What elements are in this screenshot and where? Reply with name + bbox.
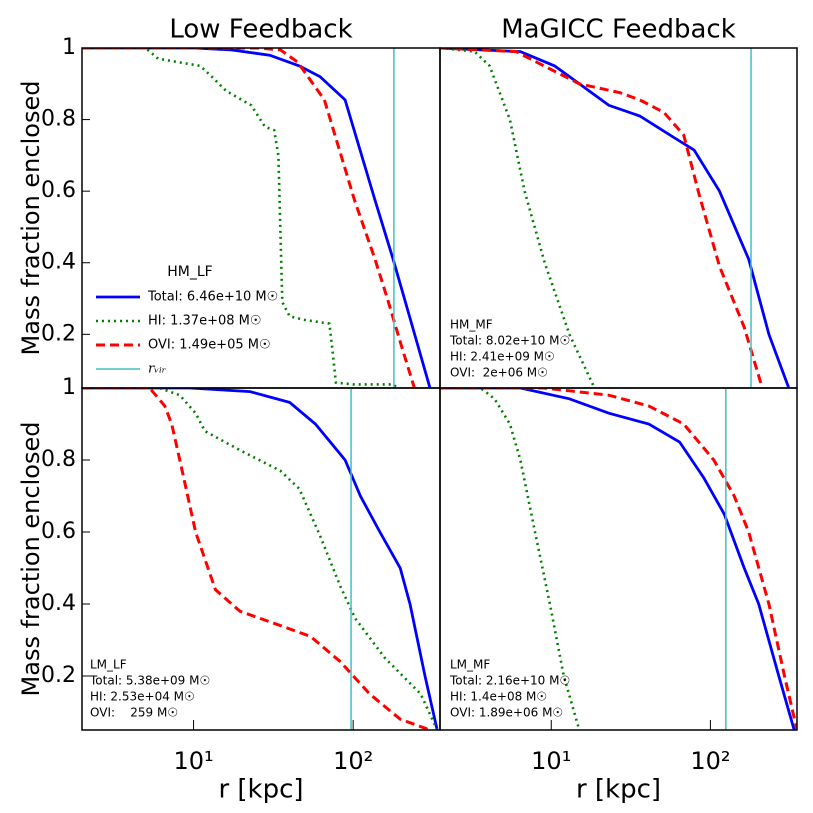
y-axis-label: Mass fraction enclosed: [17, 81, 45, 356]
legend-title: HM_LF: [167, 264, 212, 280]
legend-label: Total: 6.46e+10 M☉: [147, 290, 278, 305]
plot-area: [440, 388, 797, 730]
y-tick-label: 1: [62, 35, 76, 60]
x-tick-label: 10²: [333, 747, 373, 775]
series-line: [82, 48, 432, 388]
y-tick-label: 0.2: [41, 321, 76, 346]
panel-title: Low Feedback: [169, 15, 352, 45]
series-line: [82, 388, 439, 730]
legend-label: HI: 2.53e+04 M☉: [90, 690, 195, 704]
legend-label: OVI: 259 M☉: [90, 706, 178, 720]
y-tick-label: 1: [62, 375, 76, 400]
legend-title: LM_LF: [90, 658, 127, 672]
x-tick-label: 10¹: [531, 747, 571, 775]
series-line: [440, 48, 791, 388]
legend-label: Total: 8.02e+10 M☉: [449, 334, 570, 348]
series-line: [440, 388, 796, 730]
plot-area: [82, 48, 432, 388]
y-tick-label: 0.6: [41, 178, 76, 203]
y-axis-label: Mass fraction enclosed: [17, 422, 45, 697]
plot-area: [82, 388, 439, 730]
legend-label: OVI: 1.89e+06 M☉: [450, 706, 563, 720]
x-axis-label: r [kpc]: [576, 775, 661, 805]
legend-label: rᵥᵢᵣ: [148, 362, 167, 377]
y-tick-label: 0.8: [41, 107, 76, 132]
legend-label: Total: 5.38e+09 M☉: [89, 674, 210, 688]
legend-title: LM_MF: [450, 658, 490, 672]
y-tick-label: 0.2: [41, 663, 76, 688]
x-tick-label: 10²: [690, 747, 730, 775]
legend-label: OVI: 1.49e+05 M☉: [148, 338, 271, 353]
plot-area: [440, 48, 791, 388]
x-axis-label: r [kpc]: [218, 775, 303, 805]
x-tick-label: 10¹: [173, 747, 213, 775]
legend-label: HI: 2.41e+09 M☉: [450, 350, 555, 364]
series-line: [82, 388, 439, 730]
series-line: [82, 48, 416, 388]
series-line: [440, 388, 797, 730]
y-tick-label: 0.8: [41, 447, 76, 472]
y-tick-label: 0.4: [41, 250, 76, 275]
panel-title: MaGICC Feedback: [501, 15, 736, 45]
series-line: [82, 388, 431, 730]
legend-label: OVI: 2e+06 M☉: [450, 366, 548, 380]
legend-label: HI: 1.37e+08 M☉: [148, 314, 262, 329]
y-tick-label: 0.4: [41, 591, 76, 616]
legend-label: HI: 1.4e+08 M☉: [450, 690, 547, 704]
y-tick-label: 0.6: [41, 519, 76, 544]
legend-label: Total: 2.16e+10 M☉: [449, 674, 570, 688]
axes-frame: [439, 387, 798, 731]
series-line: [82, 48, 399, 388]
legend-title: HM_MF: [450, 318, 493, 332]
series-line: [440, 48, 764, 388]
